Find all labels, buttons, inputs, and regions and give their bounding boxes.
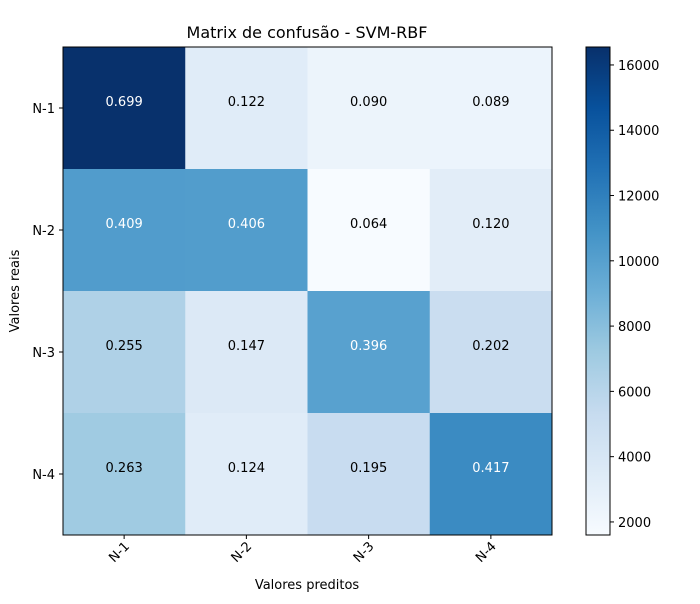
y-axis-ticks: N-1 N-2 N-3 N-4 (32, 102, 63, 483)
colorbar-tick-label: 10000 (618, 255, 659, 270)
cell-value-label: 0.263 (106, 461, 143, 476)
heatmap-cell (429, 291, 553, 414)
cell-value-label: 0.147 (228, 339, 265, 354)
cell-value-label: 0.124 (228, 461, 265, 476)
x-tick-label: N-2 (229, 539, 256, 566)
y-tick-label: N-3 (32, 346, 55, 361)
colorbar-tick-label: 14000 (618, 124, 659, 139)
heatmap-cells (63, 47, 553, 536)
cell-value-label: 0.090 (350, 95, 387, 110)
x-tick-label: N-3 (351, 539, 378, 566)
heatmap-cell (185, 291, 308, 414)
heatmap-cell (429, 413, 553, 536)
x-tick-label: N-4 (473, 539, 500, 566)
x-axis-ticks: N-1 N-2 N-3 N-4 (106, 535, 500, 566)
cell-value-label: 0.417 (472, 461, 509, 476)
colorbar-tick-label: 12000 (618, 190, 659, 205)
cell-value-label: 0.406 (228, 217, 265, 232)
x-tick-label: N-1 (106, 539, 133, 566)
heatmap-cell (63, 47, 186, 170)
colorbar (585, 46, 611, 536)
cell-value-label: 0.396 (350, 339, 387, 354)
y-tick-label: N-2 (32, 224, 55, 239)
colorbar-tick-label: 16000 (618, 59, 659, 74)
plot-frame (62, 46, 553, 536)
heatmap-cell (185, 47, 308, 170)
heatmap-cell (307, 291, 431, 414)
cell-value-label: 0.202 (472, 339, 509, 354)
colorbar-ticks: 2000 4000 6000 8000 10000 12000 14000 16000 (610, 59, 659, 531)
heatmap-cell (185, 413, 308, 536)
heatmap-cell-labels: 0.699 0.122 0.090 0.089 0.409 0.406 0.064 0.120… (106, 95, 510, 476)
cell-value-label: 0.089 (472, 95, 509, 110)
heatmap-cell (307, 169, 431, 292)
colorbar-tick-label: 4000 (618, 451, 651, 466)
heatmap-cell (429, 47, 553, 170)
y-tick-label: N-1 (32, 102, 55, 117)
cell-value-label: 0.064 (350, 217, 387, 232)
heatmap-cell (63, 413, 186, 536)
colorbar-tick-label: 8000 (618, 320, 651, 335)
y-tick-label: N-4 (32, 468, 55, 483)
heatmap-cell (307, 47, 431, 170)
heatmap-cell (63, 291, 186, 414)
heatmap-cell (307, 413, 431, 536)
y-axis-label: Valores reais (8, 249, 23, 332)
cell-value-label: 0.195 (350, 461, 387, 476)
cell-value-label: 0.699 (106, 95, 143, 110)
colorbar-tick-label: 6000 (618, 385, 651, 400)
chart-title: Matrix de confusão - SVM-RBF (187, 23, 428, 42)
heatmap-cell (429, 169, 553, 292)
cell-value-label: 0.409 (106, 217, 143, 232)
heatmap-cell (185, 169, 308, 292)
heatmap-cell (63, 169, 186, 292)
cell-value-label: 0.120 (472, 217, 509, 232)
colorbar-tick-label: 2000 (618, 516, 651, 531)
x-axis-label: Valores preditos (255, 578, 360, 593)
cell-value-label: 0.122 (228, 95, 265, 110)
cell-value-label: 0.255 (106, 339, 143, 354)
